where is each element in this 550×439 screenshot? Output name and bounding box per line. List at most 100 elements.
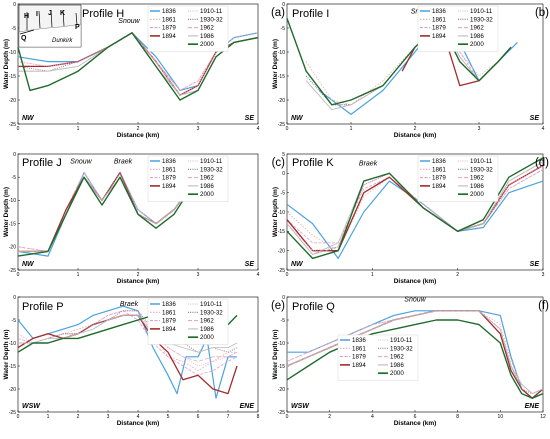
legend-entry: 1879: [162, 25, 176, 32]
x-tick-label: 0: [286, 414, 289, 420]
y-tick-label: -25: [278, 268, 285, 274]
legend-entry: 1930-32: [200, 166, 223, 173]
annotation-label: Snouw: [404, 297, 426, 304]
annotation-label: Braek: [114, 158, 133, 165]
x-tick-label: 2: [137, 272, 140, 278]
y-tick-label: -25: [9, 268, 16, 274]
series-line-1836: [17, 305, 237, 399]
panel-5: 0 2 4 6 8 10 12 0 -5 -10 -15 -20 -25 Distance (km) Wat…: [272, 295, 549, 427]
legend-entry: 1836: [162, 301, 176, 308]
plot-area: [286, 153, 544, 271]
y-tick-label: 5: [282, 152, 285, 158]
x-tick-label: 3: [197, 272, 200, 278]
legend-entry: 1986: [200, 33, 214, 40]
legend-entry: 1962: [390, 354, 404, 361]
y-tick-label: -10: [278, 210, 285, 216]
x-tick-label: 2: [456, 272, 459, 278]
y-tick-label: -20: [278, 248, 285, 254]
direction-left-label: NW: [22, 115, 35, 122]
x-tick-label: 8: [257, 414, 260, 420]
y-tick-label: -25: [278, 410, 285, 416]
y-tick-label: -20: [9, 387, 16, 393]
y-tick-label: -10: [9, 50, 16, 56]
y-tick-label: -15: [9, 364, 16, 370]
legend-entry: 1986: [200, 326, 214, 333]
panel-title: Profile I: [292, 8, 329, 20]
annotation-label: Braek: [359, 161, 378, 168]
inset-map: H I J K P Q Dunkirk: [18, 4, 82, 48]
direction-right-label: SE: [530, 261, 540, 268]
panel-title: Profile J: [22, 157, 62, 169]
y-tick-label: -15: [278, 364, 285, 370]
direction-left-label: NW: [22, 261, 35, 268]
inset-profile-line: [75, 12, 78, 26]
panel-letter: (b): [535, 7, 549, 19]
legend-entry: 1836: [352, 337, 366, 344]
legend-entry: 1910-11: [390, 337, 413, 344]
direction-right-label: SE: [245, 261, 255, 268]
legend-entry: 1836: [162, 158, 176, 165]
series-line-1986: [18, 314, 238, 353]
inset-profile-label: K: [60, 10, 65, 17]
direction-right-label: ENE: [525, 403, 540, 410]
panel-title: Profile K: [292, 157, 334, 169]
y-tick-label: -5: [281, 190, 286, 196]
y-tick-label: -5: [281, 318, 286, 324]
series-line-2000: [17, 176, 199, 257]
legend-entry: 1986: [390, 362, 404, 369]
legend-entry: 1836: [432, 8, 446, 15]
series-line-2000: [17, 32, 259, 101]
x-tick-label: 3: [478, 126, 481, 132]
legend-entry: 1861: [352, 345, 366, 352]
direction-left-label: WSW: [22, 403, 41, 410]
y-tick-label: -5: [12, 26, 17, 32]
y-tick-label: -15: [278, 74, 285, 80]
legend-entry: 1861: [432, 16, 446, 23]
x-tick-label: 4: [542, 126, 545, 132]
legend-entry: 2000: [200, 191, 214, 198]
x-tick-label: 8: [456, 414, 459, 420]
inset-land: [18, 23, 82, 48]
x-tick-label: 0: [17, 272, 20, 278]
x-axis-label: Distance (km): [394, 132, 437, 139]
annotation-label: Snouw: [70, 158, 92, 165]
panel-letter: (e): [271, 300, 285, 312]
x-tick-label: 3: [197, 126, 200, 132]
x-axis-label: Distance (km): [117, 420, 160, 427]
inset-profile-line: [62, 9, 65, 27]
panel-4: 0 1 2 3 4 5 6 7 8 0 -5 -10 -15 -20 -25 Distance (km) Wat…: [3, 295, 285, 427]
annotation-label: Snouw: [118, 18, 140, 25]
y-tick-label: -5: [281, 26, 286, 32]
y-tick-label: -15: [9, 221, 16, 227]
legend-entry: 1962: [200, 175, 214, 182]
x-tick-label: 1: [47, 414, 50, 420]
y-tick-label: 0: [13, 152, 16, 158]
legend-entry: 1894: [162, 33, 176, 40]
x-tick-label: 4: [257, 272, 260, 278]
x-tick-label: 1: [350, 126, 353, 132]
panel-1: 0 1 2 3 4 0 -5 -10 -15 -20 -25 Distance (km) Water D…: [272, 2, 549, 139]
legend-entry: 1910-11: [200, 301, 223, 308]
x-tick-label: 2: [137, 126, 140, 132]
x-tick-label: 10: [498, 414, 504, 420]
x-axis-label: Distance (km): [394, 420, 437, 427]
x-tick-label: 0: [286, 126, 289, 132]
inset-town-label: Dunkirk: [52, 38, 73, 44]
series-line-1910-11: [17, 32, 259, 96]
y-tick-label: -20: [278, 387, 285, 393]
y-tick-label: -10: [9, 341, 16, 347]
inset-profile-label: H: [24, 13, 29, 20]
legend-entry: 1879: [162, 318, 176, 325]
inset-profile-label: J: [48, 10, 52, 17]
direction-left-label: NW: [291, 115, 304, 122]
y-tick-label: -25: [278, 122, 285, 128]
legend-entry: 1861: [162, 309, 176, 316]
x-tick-label: 0: [17, 126, 20, 132]
direction-left-label: NW: [291, 261, 304, 268]
y-tick-label: 0: [282, 2, 285, 8]
direction-right-label: SE: [530, 115, 540, 122]
